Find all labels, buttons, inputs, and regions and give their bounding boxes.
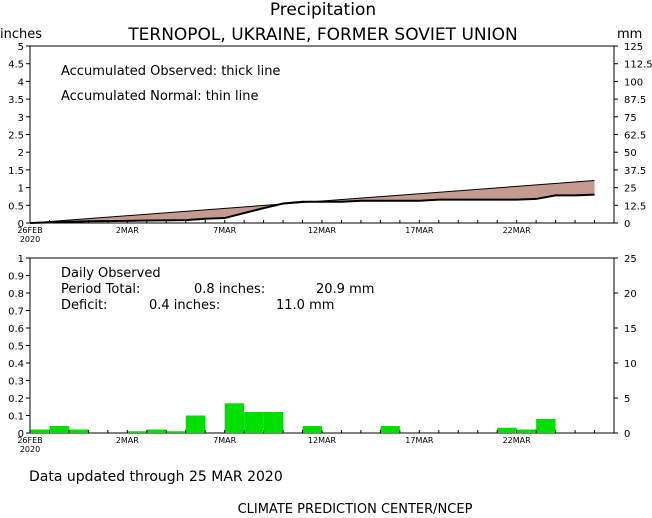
daily-bars [30,403,556,433]
daily-bar [68,429,89,433]
daily-ytick-label: 0.8 [8,289,24,300]
daily-y2tick-label: 15 [624,324,637,335]
chart-title: Precipitation [270,0,376,20]
accumulated-panel: 00.511.522.533.544.55012.52537.55062.575… [8,42,652,244]
daily-ytick-label: 0.6 [8,324,24,335]
daily-xtick-label: 22MAR [503,436,532,445]
accumulated-y2tick-label: 62.5 [624,131,646,142]
accumulated-y2tick-label: 87.5 [624,95,646,106]
daily-y2tick-label: 20 [624,289,637,300]
period-total-inches: 0.8 inches: [194,282,265,297]
daily-bar [185,415,206,433]
daily-xtick-label: 2MAR [116,436,139,445]
daily-y2tick-label: 0 [624,429,630,440]
daily-ytick-label: 0.3 [8,377,24,388]
daily-bar [536,419,556,433]
daily-observed-label: Daily Observed [61,266,161,281]
accumulated-observed-line [29,193,595,224]
daily-bar [263,412,284,433]
accumulated-xtick-label: 2MAR [116,226,139,235]
accumulated-ytick-label: 1.5 [8,166,24,177]
accumulated-y2tick-label: 37.5 [624,166,646,177]
accumulated-ytick-label: 0.5 [8,201,24,212]
accumulated-ytick-label: 3.5 [8,95,24,106]
right-unit-label: mm [617,27,642,42]
daily-panel: 00.10.20.30.40.50.60.70.80.9105101520252… [8,254,637,454]
accumulated-ytick-label: 4.5 [8,60,24,71]
accumulated-y2tick-label: 75 [624,113,637,124]
daily-bar [516,429,537,433]
daily-y2tick-label: 10 [624,359,637,370]
accumulated-ytick-label: 2.5 [8,131,24,142]
daily-xtick-label: 26FEB [17,436,42,445]
daily-xtick-year: 2020 [20,445,40,454]
daily-bar [224,403,245,433]
daily-ytick-label: 0.1 [8,412,24,423]
deficit-mm: 11.0 mm [276,298,334,313]
accumulated-y2tick-label: 12.5 [624,201,646,212]
accumulated-ytick-label: 1 [18,184,24,195]
accumulated-y2tick-label: 25 [624,184,637,195]
accumulated-y2tick-label: 0 [624,219,630,230]
daily-axes: 00.10.20.30.40.50.60.70.80.9105101520252… [8,254,637,454]
daily-ytick-label: 0.7 [8,307,24,318]
daily-bar [302,426,322,433]
daily-bar [380,426,400,433]
daily-xtick-label: 12MAR [308,436,337,445]
chart-subtitle: TERNOPOL, UKRAINE, FORMER SOVIET UNION [127,25,517,45]
accumulated-y2tick-label: 100 [624,77,643,88]
legend-normal: Accumulated Normal: thin line [61,89,259,104]
accumulated-xtick-label: 26FEB [17,226,42,235]
daily-y2tick-label: 25 [624,254,637,265]
accumulated-ytick-label: 3 [18,113,24,124]
accumulated-ytick-label: 5 [18,42,24,53]
accumulated-ytick-label: 2 [18,148,24,159]
daily-bar [497,427,517,433]
daily-ytick-label: 1 [18,254,24,265]
daily-xtick-label: 7MAR [213,436,236,445]
accumulated-xtick-label: 17MAR [405,226,434,235]
daily-bar [166,431,186,433]
daily-ytick-label: 0.2 [8,394,24,405]
daily-bar [146,429,167,433]
accumulated-xtick-label: 7MAR [213,226,236,235]
daily-ytick-label: 0 [18,429,24,440]
accumulated-xtick-label: 12MAR [308,226,337,235]
daily-y2tick-label: 5 [624,394,630,405]
period-total-label: Period Total: [61,282,140,297]
accumulated-xtick-label: 22MAR [503,226,532,235]
daily-bar [127,431,147,433]
accumulated-axes: 00.511.522.533.544.55012.52537.55062.575… [8,42,652,244]
daily-bar [30,429,50,433]
deficit-inches: 0.4 inches: [149,298,220,313]
credit-line: CLIMATE PREDICTION CENTER/NCEP [238,502,473,517]
daily-bar [244,412,264,433]
deficit-label: Deficit: [61,298,107,313]
accumulated-y2tick-label: 112.5 [624,60,652,71]
accumulated-y2tick-label: 125 [624,42,643,53]
accumulated-xtick-year: 2020 [20,235,40,244]
data-updated-note: Data updated through 25 MAR 2020 [29,469,283,485]
accumulated-y2tick-label: 50 [624,148,637,159]
daily-ytick-label: 0.9 [8,272,24,283]
daily-bar [49,426,69,433]
daily-ytick-label: 0.4 [8,359,24,370]
accumulated-ytick-label: 4 [18,77,24,88]
period-total-mm: 20.9 mm [316,282,374,297]
left-unit-label: inches [0,27,42,42]
legend-observed: Accumulated Observed: thick line [61,64,280,79]
accumulated-ytick-label: 0 [18,219,24,230]
daily-ytick-label: 0.5 [8,342,24,353]
daily-xtick-label: 17MAR [405,436,434,445]
